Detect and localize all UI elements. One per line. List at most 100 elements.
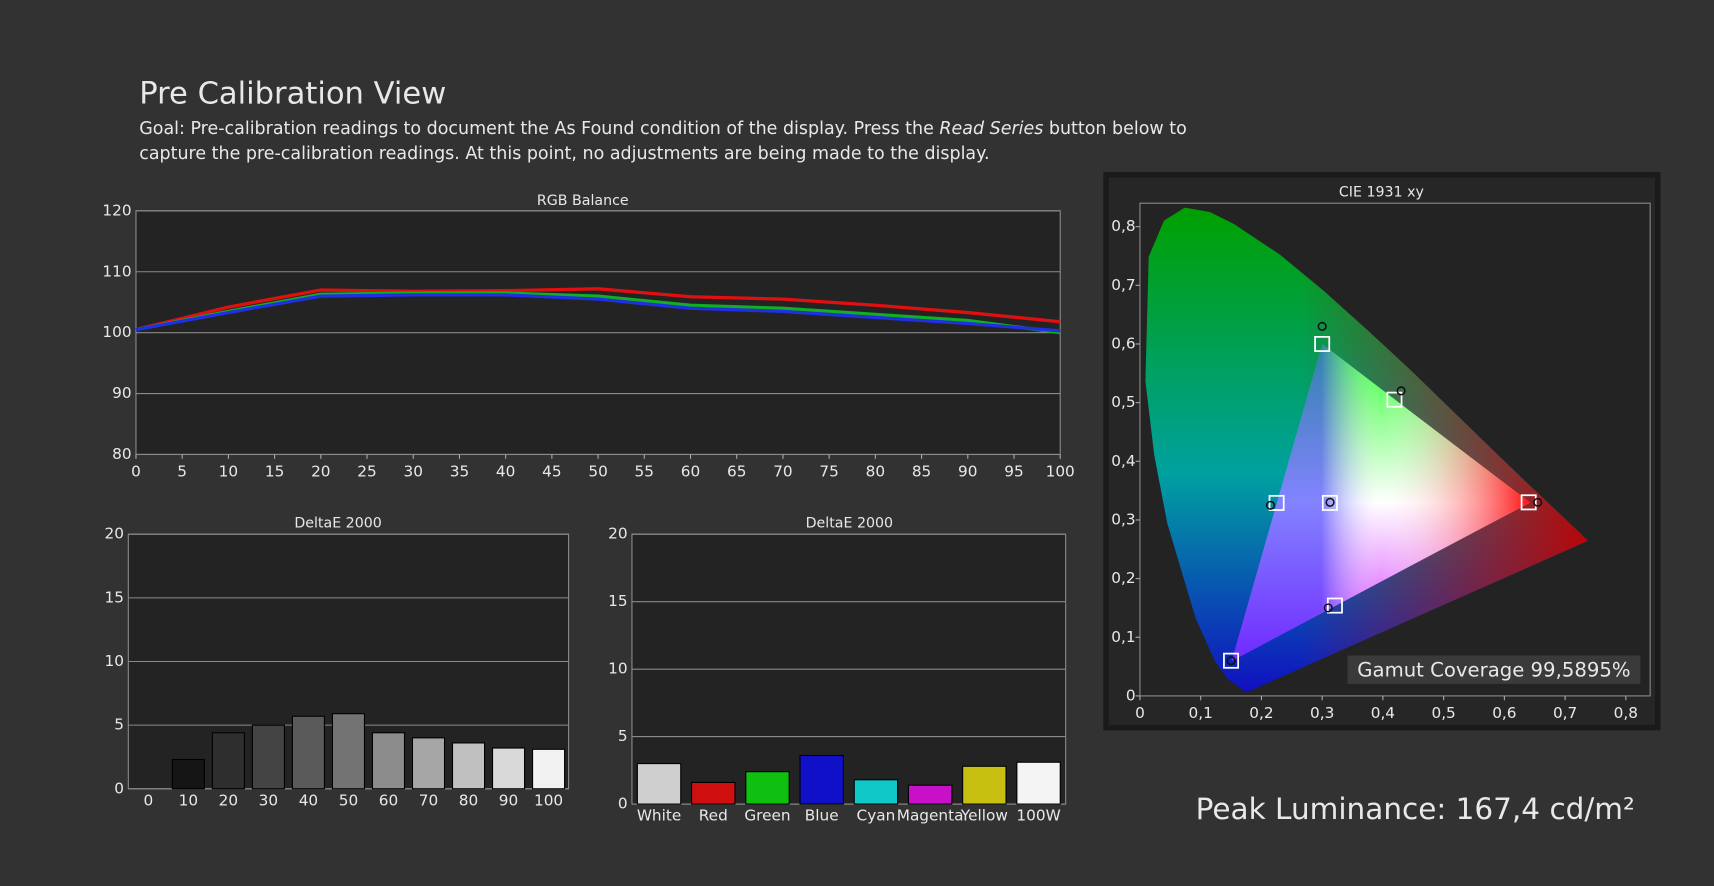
- x-tick-label: 95: [1004, 462, 1023, 480]
- x-tick-label: 55: [635, 462, 654, 480]
- bar: [331, 713, 366, 790]
- x-tick-label: 90: [499, 791, 518, 809]
- y-tick-label: 0: [114, 779, 124, 797]
- goal-emphasis: Read Series: [939, 119, 1043, 139]
- measured-point: [1226, 656, 1236, 666]
- x-tick-label: 25: [357, 462, 376, 480]
- bar: [171, 758, 205, 790]
- y-tick-label: 0,2: [1111, 569, 1135, 587]
- x-tick-label: 15: [265, 462, 284, 480]
- x-tick-label: 30: [259, 791, 278, 809]
- x-tick-label: 5: [177, 462, 187, 480]
- bar: [691, 781, 736, 805]
- x-tick-label: 70: [419, 791, 438, 809]
- y-tick-label: 0,1: [1111, 628, 1135, 646]
- x-tick-label: White: [637, 807, 681, 825]
- x-tick-label: Magenta: [897, 807, 964, 825]
- bar: [962, 765, 1007, 805]
- x-tick-label: 10: [179, 791, 198, 809]
- x-tick-label: 100W: [1016, 807, 1060, 825]
- target-point: [1386, 391, 1403, 408]
- page-title: Pre Calibration View: [139, 77, 446, 112]
- measured-point: [1317, 321, 1327, 331]
- bar: [799, 754, 844, 805]
- rgb-line: [135, 293, 1061, 333]
- x-tick-label: 100: [534, 791, 563, 809]
- y-tick-label: 0,7: [1111, 276, 1135, 294]
- target-point: [1314, 335, 1331, 352]
- bar: [532, 748, 566, 790]
- bar: [853, 779, 899, 805]
- x-tick-label: 35: [450, 462, 469, 480]
- y-tick-label: 0: [1126, 686, 1136, 704]
- x-tick-label: 20: [219, 791, 238, 809]
- x-tick-label: 0,3: [1310, 704, 1334, 722]
- x-tick-label: 65: [727, 462, 746, 480]
- x-tick-label: Blue: [805, 807, 839, 825]
- x-tick-label: 85: [912, 462, 931, 480]
- x-tick-label: 40: [496, 462, 515, 480]
- y-tick-label: 5: [114, 716, 124, 734]
- target-point: [1520, 494, 1537, 511]
- measured-point: [1396, 386, 1406, 396]
- x-tick-label: 50: [339, 791, 358, 809]
- y-tick-label: 80: [112, 445, 131, 463]
- goal-line: Goal: Pre-calibration readings to docume…: [139, 119, 1187, 139]
- y-tick-label: 5: [618, 727, 628, 745]
- chart-title: CIE 1931 xy: [1339, 184, 1424, 200]
- y-tick-label: 100: [102, 323, 131, 341]
- x-tick-label: 10: [219, 462, 238, 480]
- y-tick-label: 0,4: [1111, 452, 1135, 470]
- gamut-triangle-shade: [1231, 344, 1530, 661]
- chart-title: DeltaE 2000: [294, 515, 381, 531]
- measured-point: [1533, 497, 1543, 507]
- bar: [451, 742, 486, 790]
- bar: [251, 724, 285, 790]
- goal-text: button below to: [1043, 119, 1186, 139]
- bar: [1016, 761, 1061, 805]
- y-tick-label: 0: [618, 795, 628, 813]
- bar: [745, 771, 790, 805]
- y-tick-label: 20: [104, 525, 123, 543]
- x-tick-label: Cyan: [857, 807, 896, 825]
- target-point: [1326, 597, 1343, 614]
- x-tick-label: 0: [1135, 704, 1145, 722]
- chart: DeltaE 2000 0 5 10 15 20 0 10 20 30 40 50 60 70 80 90 10…: [104, 515, 569, 809]
- y-tick-label: 10: [104, 652, 123, 670]
- measured-point: [1265, 500, 1276, 510]
- y-tick-label: 0,6: [1111, 334, 1135, 352]
- bar: [636, 763, 682, 805]
- bar: [371, 732, 406, 790]
- x-tick-label: 0: [143, 791, 153, 809]
- rgb-line: [135, 287, 1061, 332]
- target-point: [1223, 652, 1240, 669]
- y-tick-label: 15: [104, 588, 123, 606]
- x-tick-label: 0,4: [1371, 704, 1395, 722]
- chart: CIE 1931 xy 0 0,1 0,2 0,3 0,4 0,5 0,6 0,7 0,8 0 0,1…: [1111, 184, 1638, 722]
- y-tick-label: 120: [102, 201, 131, 219]
- y-tick-label: 0,8: [1111, 217, 1135, 235]
- y-tick-label: 110: [102, 262, 131, 280]
- x-tick-label: 20: [311, 462, 330, 480]
- bar: [491, 747, 526, 790]
- x-tick-label: 100: [1046, 462, 1075, 480]
- goal-text: Goal: Pre-calibration readings to docume…: [139, 119, 939, 139]
- x-tick-label: 45: [542, 462, 561, 480]
- x-tick-label: 75: [819, 462, 838, 480]
- gamut-coverage: Gamut Coverage 99,5895%: [1357, 658, 1630, 681]
- target-point: [1321, 494, 1338, 511]
- x-tick-label: 0,8: [1614, 704, 1638, 722]
- bar: [291, 715, 325, 790]
- peak-luminance: Peak Luminance: 167,4 cd/m²: [1196, 792, 1635, 826]
- measured-point: [1323, 603, 1333, 613]
- measured-point: [1325, 497, 1335, 507]
- chart: RGB Balance 80 90 100 110 120 0 5 10 15 20 25 30 35 40…: [102, 193, 1074, 480]
- x-tick-label: 80: [866, 462, 885, 480]
- x-tick-label: 0: [131, 462, 141, 480]
- x-tick-label: 60: [681, 462, 700, 480]
- x-tick-label: 0,2: [1249, 704, 1273, 722]
- x-tick-label: 40: [299, 791, 318, 809]
- target-point: [1268, 494, 1285, 511]
- bar: [907, 784, 953, 805]
- x-tick-label: 0,1: [1189, 704, 1213, 722]
